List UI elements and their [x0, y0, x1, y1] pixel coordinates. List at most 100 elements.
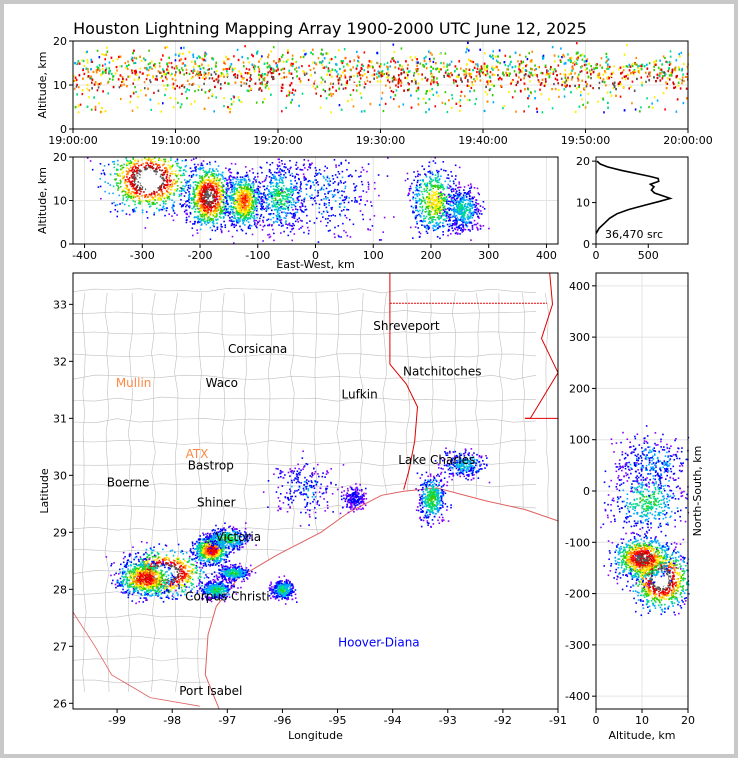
east-west-source: [193, 191, 196, 193]
east-west-source: [185, 205, 187, 208]
east-west-source: [239, 193, 242, 195]
time-height-source: [90, 58, 93, 61]
time-height-source: [432, 81, 435, 84]
east-west-source: [116, 169, 118, 172]
east-west-source: [128, 213, 131, 216]
east-west-source: [227, 214, 230, 217]
east-west-source: [189, 167, 192, 169]
east-west-source: [153, 193, 156, 196]
time-height-source: [131, 59, 134, 62]
east-west-source: [221, 174, 224, 177]
east-west-source: [247, 227, 250, 230]
east-west-source: [215, 210, 218, 213]
east-west-source: [213, 192, 216, 194]
time-height-source: [75, 62, 77, 65]
time-height-source: [577, 73, 580, 76]
time-height-source: [609, 91, 612, 94]
east-west-source: [129, 159, 132, 162]
east-west-source: [206, 174, 208, 177]
east-west-source: [164, 169, 167, 172]
time-height-source: [668, 63, 671, 66]
east-west-source: [206, 205, 209, 208]
east-west-source: [205, 202, 207, 204]
time-height-source: [124, 61, 127, 65]
time-height-source: [654, 63, 656, 66]
east-west-source: [147, 159, 150, 162]
east-west-source: [229, 191, 232, 194]
time-height-source: [314, 87, 317, 90]
time-height-source: [86, 58, 89, 62]
time-height-source: [223, 61, 225, 64]
east-west-source: [241, 193, 244, 195]
time-height-source: [379, 80, 382, 83]
east-west-source: [246, 183, 248, 186]
east-west-source: [192, 170, 194, 172]
time-height-source: [363, 110, 366, 113]
time-height-source: [194, 62, 197, 65]
time-height-source: [147, 68, 150, 72]
east-west-source: [212, 186, 215, 188]
time-height-source: [116, 58, 119, 61]
east-west-source: [209, 183, 212, 185]
time-height-source: [610, 94, 613, 97]
east-west-source: [236, 189, 238, 192]
east-west-source: [239, 218, 241, 220]
time-height-source: [497, 74, 499, 77]
east-west-source: [197, 198, 199, 201]
east-west-source: [172, 181, 174, 183]
east-west-source: [218, 197, 221, 200]
time-height-source: [286, 94, 288, 97]
time-height-source: [486, 70, 488, 73]
east-west-source: [246, 201, 248, 204]
time-height-source: [553, 54, 556, 57]
time-height-source: [177, 83, 179, 87]
east-west-source: [235, 193, 238, 195]
time-height-source: [334, 55, 337, 59]
time-height-source: [366, 79, 369, 83]
time-height-source: [467, 41, 469, 45]
time-height-source: [645, 80, 647, 83]
time-height-source: [540, 82, 543, 85]
east-west-source: [238, 210, 240, 213]
time-height-source: [226, 75, 229, 79]
time-height-source: [668, 67, 670, 70]
time-height-source: [73, 74, 75, 78]
time-height-source: [215, 65, 217, 68]
time-height-source: [168, 61, 170, 65]
time-height-source: [641, 84, 643, 87]
time-height-source: [135, 57, 138, 60]
time-height-source: [458, 101, 461, 104]
east-west-source: [210, 204, 212, 207]
east-west-source: [138, 184, 140, 187]
east-west-source: [208, 219, 211, 222]
east-west-source: [179, 190, 181, 192]
east-west-source: [222, 212, 224, 215]
east-west-source: [195, 166, 198, 168]
east-west-source: [254, 222, 256, 224]
time-height-source: [500, 78, 503, 81]
east-west-source: [219, 205, 221, 208]
east-west-source: [151, 203, 154, 205]
time-height-source: [586, 58, 589, 61]
east-west-source: [152, 161, 154, 163]
east-west-source: [206, 203, 209, 205]
east-west-source: [104, 181, 107, 183]
east-west-source: [143, 181, 146, 184]
east-west-source: [197, 167, 200, 170]
east-west-source: [141, 186, 144, 189]
time-height-source: [431, 79, 433, 82]
east-west-source: [131, 191, 133, 193]
east-west-source: [174, 170, 177, 172]
east-west-source: [213, 195, 216, 198]
east-west-source: [155, 163, 157, 165]
time-height-source: [482, 75, 485, 78]
east-west-source: [155, 182, 158, 184]
east-west-source: [134, 210, 136, 213]
time-height-source: [320, 94, 322, 98]
east-west-source: [229, 211, 232, 213]
east-west-source: [194, 166, 196, 169]
east-west-source: [155, 176, 158, 178]
east-west-source: [213, 209, 216, 212]
time-height-source: [262, 78, 265, 81]
time-height-source: [329, 73, 331, 76]
